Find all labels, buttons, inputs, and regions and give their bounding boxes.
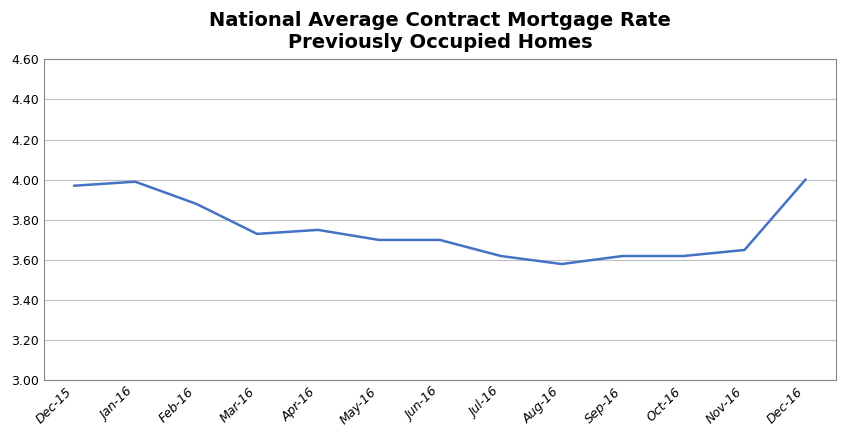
Title: National Average Contract Mortgage Rate
Previously Occupied Homes: National Average Contract Mortgage Rate … — [209, 11, 671, 52]
